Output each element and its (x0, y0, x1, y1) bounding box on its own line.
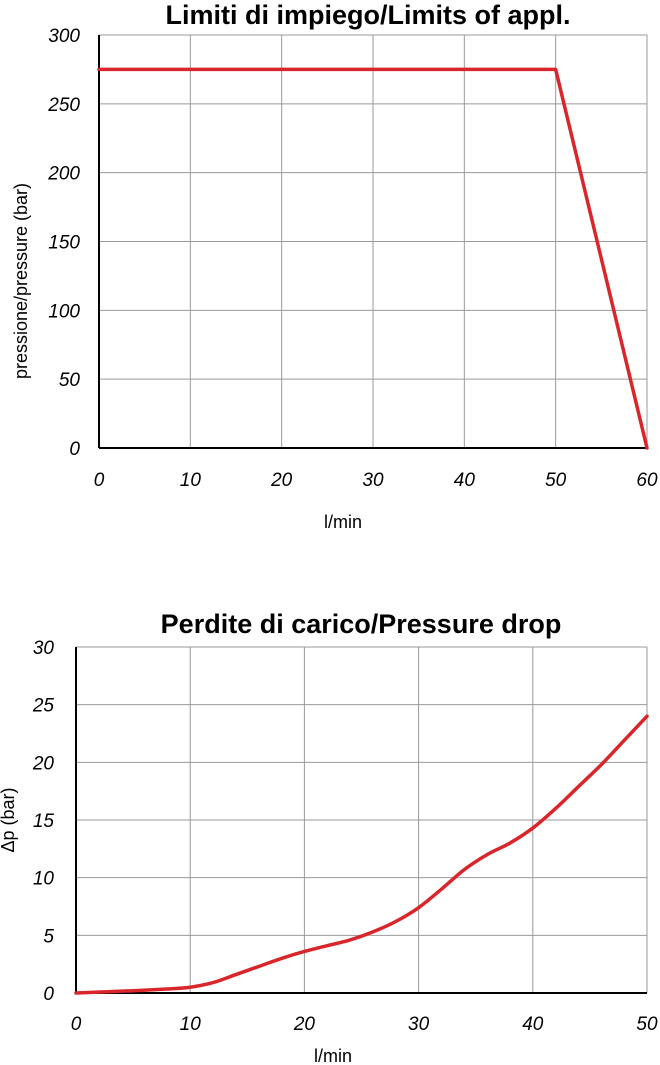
limits-y-tick-label: 250 (47, 95, 80, 116)
limits-x-tick-label: 60 (636, 470, 658, 491)
limits-y-tick-label: 50 (59, 370, 81, 391)
limits-y-tick-label: 150 (48, 233, 80, 254)
pressure-drop-y-tick-label: 10 (33, 869, 55, 890)
limits-y-label: pressione/pressure (bar) (11, 183, 31, 379)
limits-grid (99, 34, 648, 448)
pressure-drop-chart: Perdite di carico/Pressure drop 0 10 20 30 4… (0, 609, 658, 1065)
pressure-drop-x-tick-label: 30 (408, 1014, 430, 1035)
pressure-drop-y-tick-label: 20 (32, 753, 55, 774)
limits-y-tick-label: 0 (69, 439, 80, 460)
pressure-drop-y-tick-label: 5 (43, 926, 54, 947)
limits-x-tick-label: 50 (545, 470, 567, 491)
pressure-drop-x-tick-label: 40 (522, 1014, 544, 1035)
pressure-drop-y-tick-label: 0 (43, 984, 54, 1005)
limits-x-tick-label: 10 (180, 470, 202, 491)
pressure-drop-x-tick-label: 10 (180, 1014, 202, 1035)
limits-x-ticks: 0 10 20 30 40 50 60 (94, 470, 658, 491)
pressure-drop-x-tick-label: 0 (71, 1014, 82, 1035)
limits-series-line (97, 67, 649, 450)
pressure-drop-x-ticks: 0 10 20 30 40 50 (71, 1014, 658, 1035)
limits-x-label: l/min (324, 512, 362, 532)
pressure-drop-grid (76, 646, 648, 993)
limits-x-tick-label: 30 (362, 470, 384, 491)
pressure-drop-series-line (74, 714, 649, 995)
limits-x-tick-label: 20 (270, 470, 293, 491)
limits-y-tick-label: 100 (48, 301, 80, 322)
limits-x-tick-label: 0 (94, 470, 105, 491)
pressure-drop-x-tick-label: 20 (293, 1014, 316, 1035)
pressure-drop-x-tick-label: 50 (636, 1014, 658, 1035)
pressure-drop-y-label: Δp (bar) (0, 787, 18, 852)
pressure-drop-y-tick-label: 15 (33, 811, 55, 832)
pressure-drop-y-tick-label: 30 (33, 638, 55, 659)
pressure-drop-y-tick-label: 25 (32, 696, 55, 717)
pressure-drop-axes (75, 647, 647, 994)
limits-x-tick-label: 40 (454, 470, 476, 491)
limits-series (97, 67, 649, 450)
pressure-drop-x-label: l/min (314, 1046, 352, 1065)
limits-y-tick-label: 300 (48, 26, 80, 47)
pressure-drop-y-ticks: 0 5 10 15 20 25 30 (32, 638, 55, 1005)
limits-y-ticks: 0 50 100 150 200 250 300 (47, 26, 80, 460)
limits-chart-title: Limiti di impiego/Limits of appl. (166, 0, 571, 30)
limits-chart: Limiti di impiego/Limits of appl. 0 10 20 3… (11, 0, 658, 532)
pressure-drop-series (74, 714, 649, 995)
limits-axes (98, 35, 647, 449)
pressure-drop-chart-title: Perdite di carico/Pressure drop (161, 609, 562, 639)
limits-y-tick-label: 200 (47, 164, 80, 185)
